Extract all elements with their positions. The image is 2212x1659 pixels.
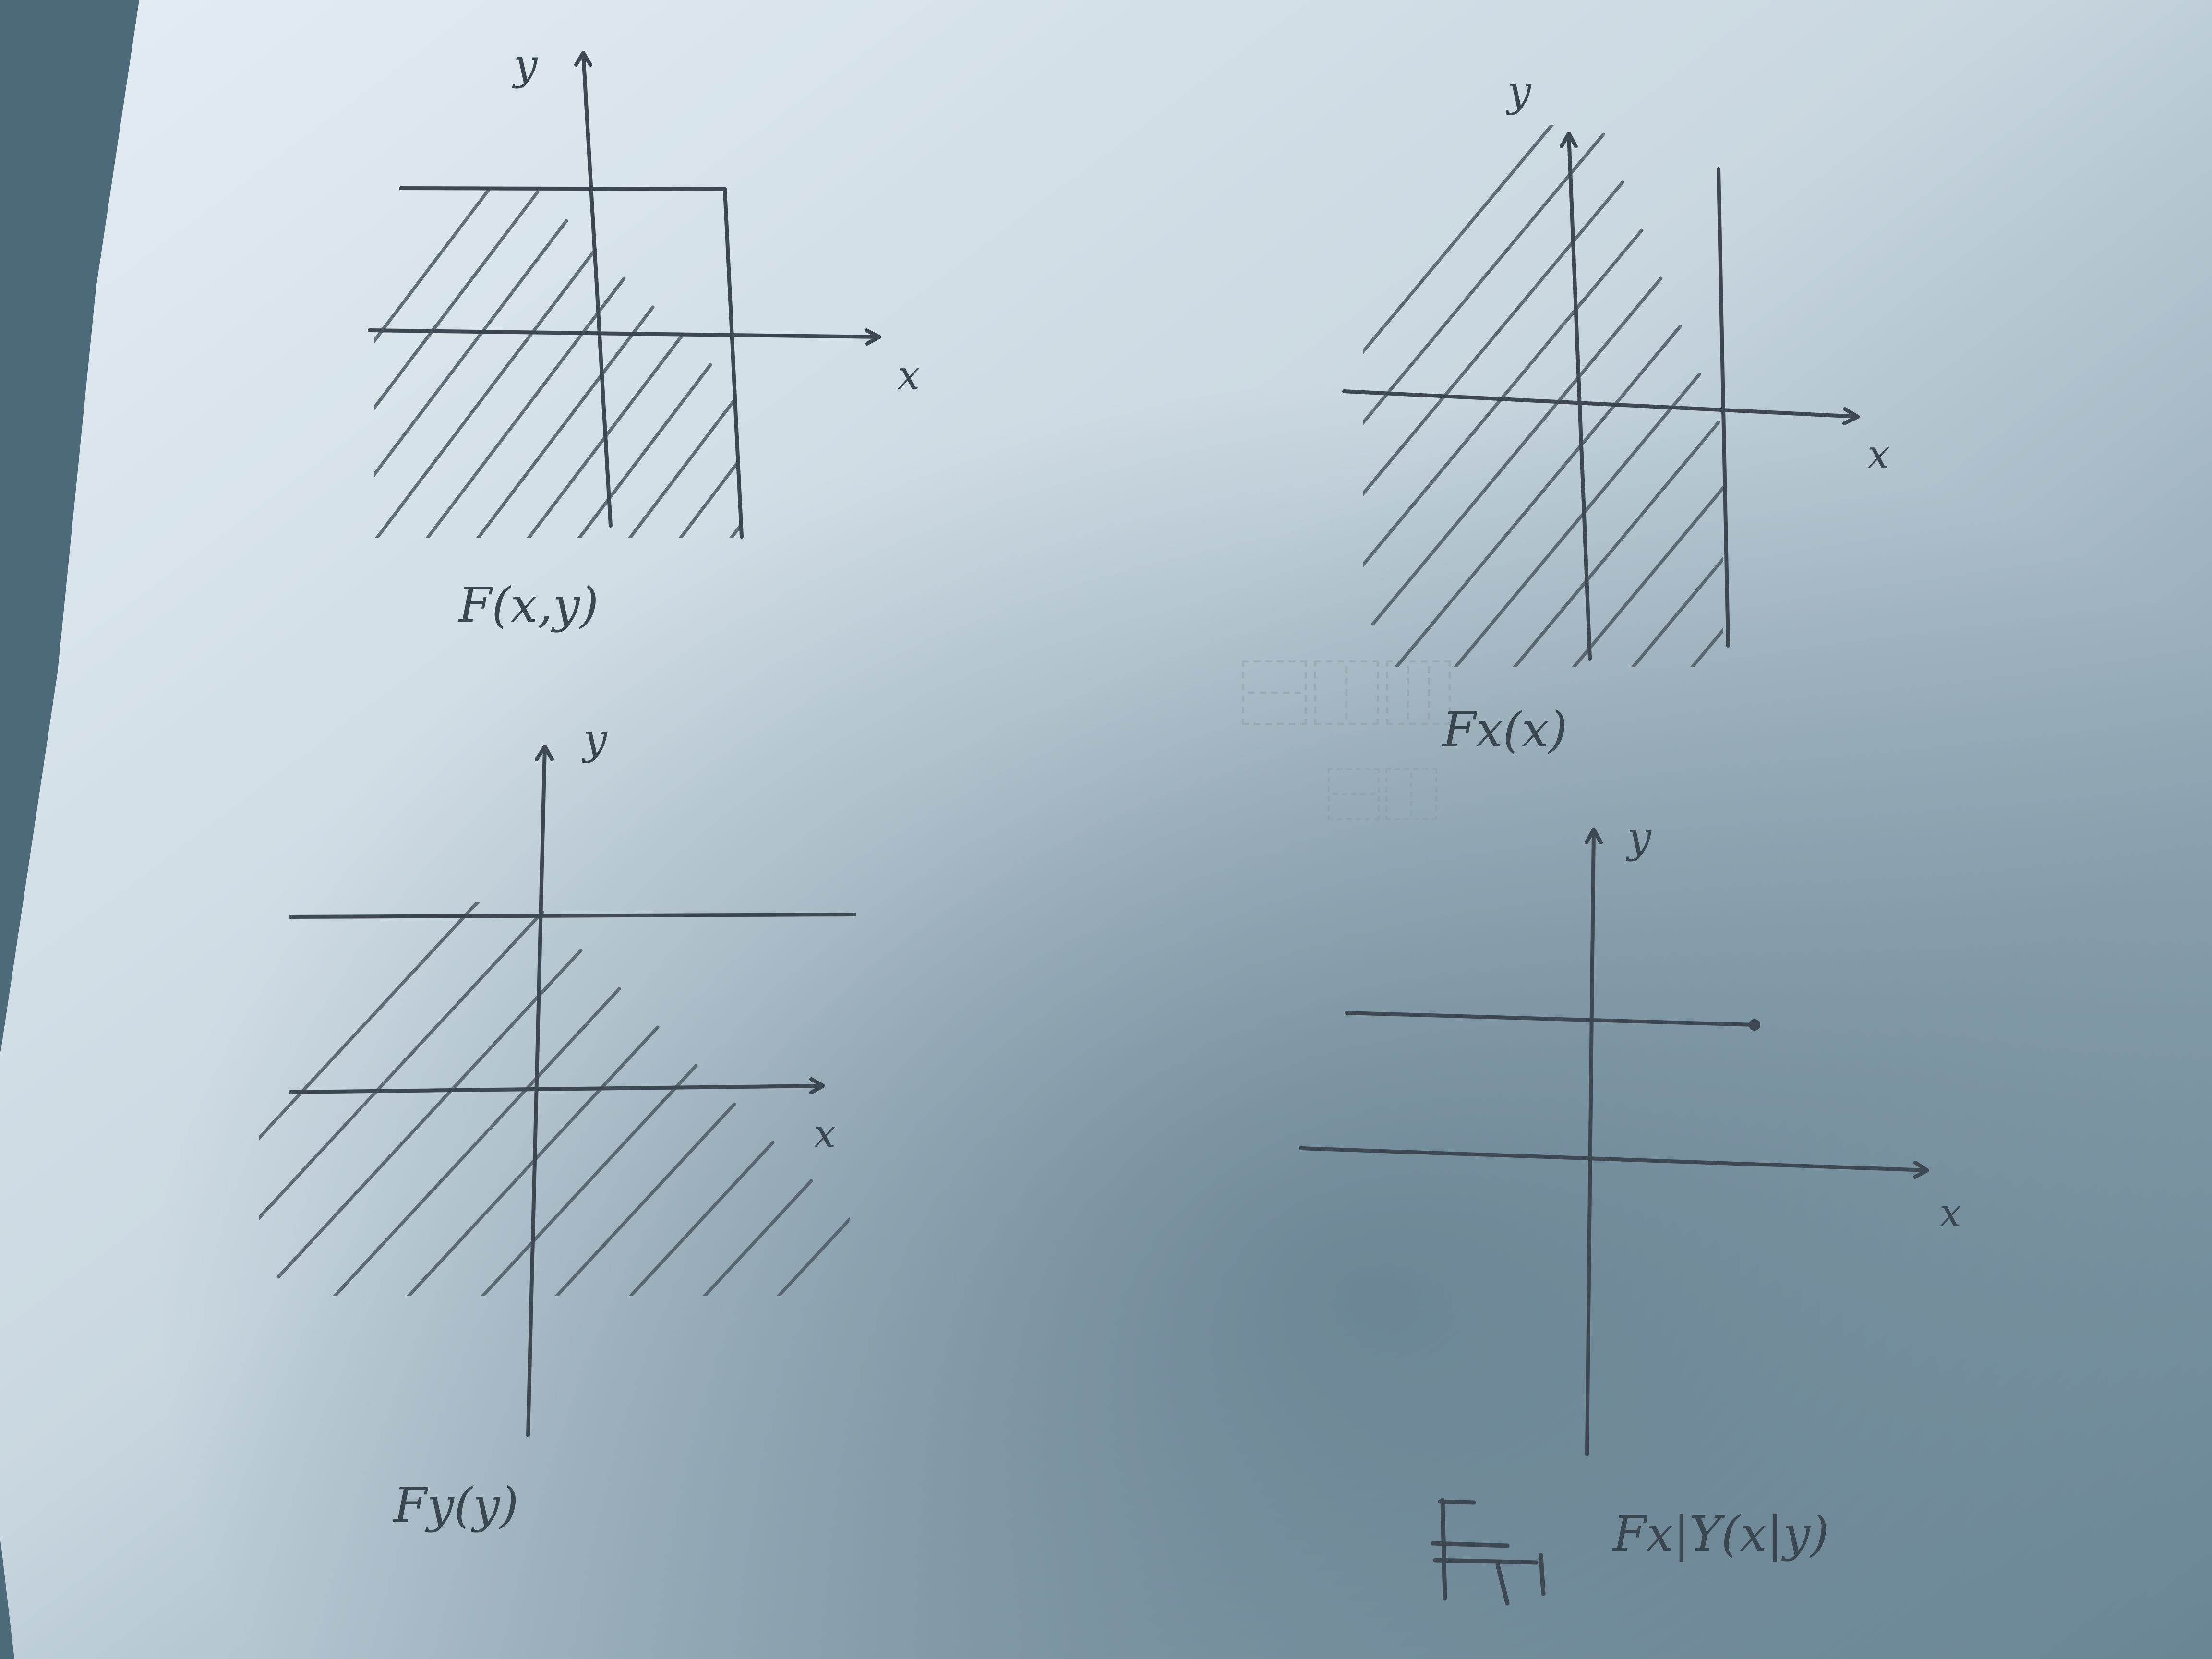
sketch-marginal-cdf-y: x y Fy(y) (259, 714, 869, 1533)
marginal-x-axes (1342, 132, 1860, 661)
marginal-x-x-label: x (1867, 432, 1889, 478)
sketch-conditional-cdf: x y Fx|Y(x|y) (1299, 813, 1961, 1606)
marginal-x-y-label: y (1505, 66, 1532, 116)
conditional-caption: Fx|Y(x|y) (1612, 1506, 1829, 1562)
svg-text:⿱⿰⿲: ⿱⿰⿲ (1238, 654, 1455, 737)
marginal-x-hatching (1363, 125, 1723, 667)
sketch-joint-cdf: x y F(x,y) (368, 40, 920, 633)
marginal-y-x-label: x (814, 1111, 836, 1157)
marginal-y-y-label: y (581, 714, 608, 764)
conditional-y-label: y (1625, 813, 1652, 862)
bleed-through-marks: ⿱⿰⿲ ⿱⿰ (1238, 654, 1455, 830)
svg-text:⿱⿰: ⿱⿰ (1325, 763, 1440, 830)
joint-cdf-hatching (374, 187, 742, 538)
joint-cdf-y-label: y (512, 40, 538, 89)
conditional-axes (1299, 828, 1929, 1456)
joint-cdf-x-label: x (898, 353, 920, 398)
marginal-y-hatching (259, 902, 869, 1296)
marginal-y-axes (289, 745, 856, 1437)
sketch-marginal-cdf-x: x y Fx(x) (1342, 66, 1889, 758)
scribbled-out-label (1431, 1498, 1546, 1606)
joint-cdf-axes (368, 51, 881, 539)
joint-cdf-caption: F(x,y) (457, 577, 599, 633)
marginal-y-caption: Fy(y) (393, 1477, 518, 1533)
marginal-x-caption: Fx(x) (1442, 702, 1567, 758)
conditional-x-label: x (1939, 1190, 1961, 1236)
